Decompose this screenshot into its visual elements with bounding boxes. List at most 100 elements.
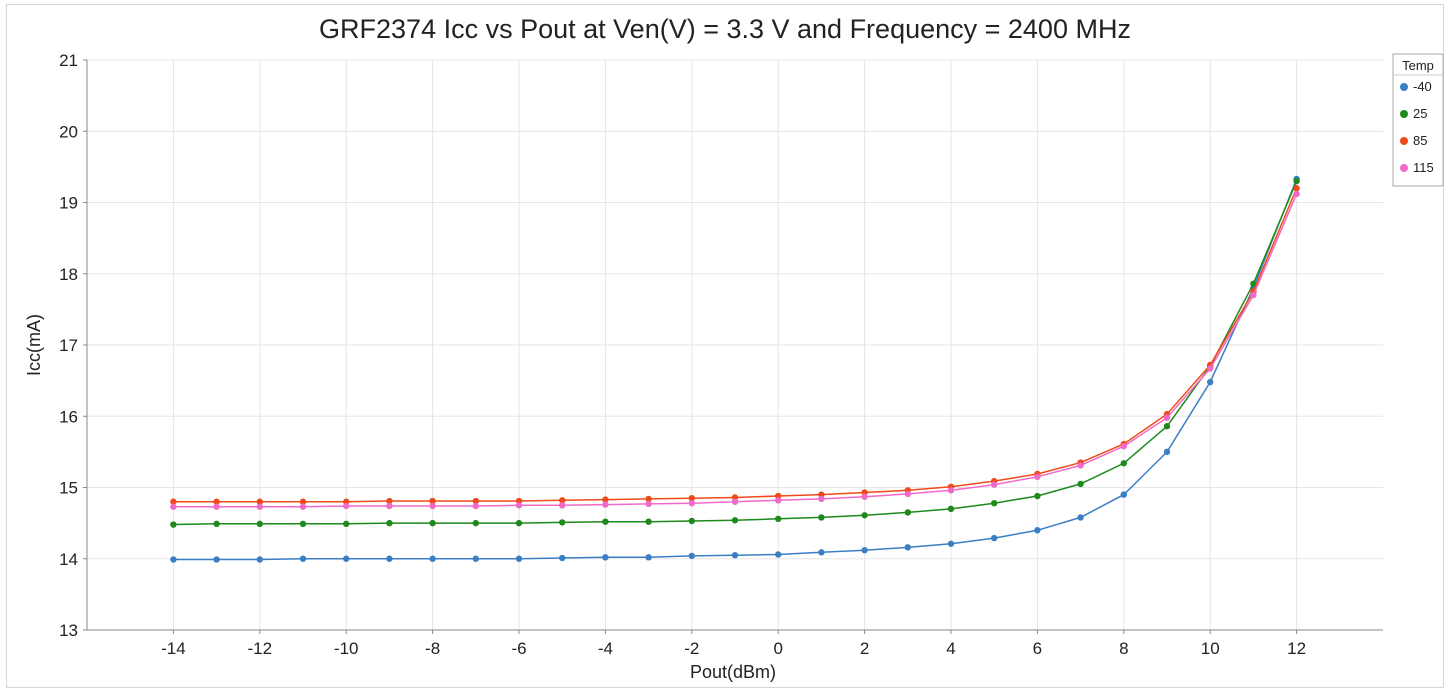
- data-point: [1034, 473, 1041, 481]
- data-point: [1120, 460, 1128, 467]
- data-point: [775, 515, 782, 523]
- data-point: [861, 547, 868, 554]
- legend-label: -40: [1413, 79, 1432, 94]
- legend-box: [1392, 53, 1444, 187]
- data-point: [991, 481, 998, 488]
- data-point: [299, 555, 307, 562]
- chart-title: GRF2374 Icc vs Pout at Ven(V) = 3.3 V an…: [319, 14, 1131, 44]
- data-point: [429, 519, 436, 527]
- data-point: [904, 490, 911, 498]
- x-tick-label: 6: [1033, 639, 1042, 658]
- data-point: [559, 554, 566, 562]
- y-tick-label: 20: [59, 122, 78, 141]
- data-point: [1293, 177, 1300, 185]
- y-tick-label: 17: [59, 336, 78, 355]
- data-point: [256, 520, 263, 528]
- legend: Temp -40 25 85 115: [1392, 53, 1444, 187]
- x-tick-label: -2: [684, 639, 699, 658]
- data-point: [343, 502, 350, 510]
- data-point: [170, 503, 177, 510]
- data-point: [731, 498, 739, 505]
- data-point: [645, 500, 652, 508]
- data-point: [386, 519, 393, 527]
- series-line: [173, 180, 1298, 526]
- data-point: [1293, 190, 1300, 198]
- data-point: [1034, 492, 1041, 500]
- grid: [87, 59, 1383, 631]
- legend-label: 85: [1413, 133, 1427, 148]
- data-point: [213, 503, 220, 510]
- legend-marker: [1400, 110, 1408, 118]
- series--40: [170, 175, 1300, 563]
- data-point: [386, 497, 393, 505]
- data-point: [1293, 185, 1300, 192]
- data-point: [515, 519, 523, 527]
- data-point: [947, 487, 955, 494]
- data-point: [299, 520, 307, 528]
- data-point: [1207, 378, 1214, 386]
- legend-title: Temp: [1402, 58, 1434, 73]
- y-tick-label: 13: [59, 621, 78, 640]
- legend-marker: [1400, 164, 1408, 172]
- data-point: [602, 496, 609, 503]
- series-115: [170, 190, 1300, 510]
- data-point: [1077, 514, 1084, 521]
- data-point: [213, 498, 220, 505]
- series-25: [170, 177, 1300, 528]
- data-point: [904, 544, 911, 551]
- x-tick-label: 10: [1201, 639, 1220, 658]
- y-tick-label: 16: [59, 407, 78, 426]
- x-tick-label: -8: [425, 639, 440, 658]
- legend-label: 25: [1413, 106, 1427, 121]
- data-point: [602, 501, 609, 508]
- data-point: [861, 512, 868, 519]
- data-point: [299, 503, 307, 510]
- data-point: [559, 502, 566, 509]
- data-point: [1163, 448, 1171, 456]
- data-point: [343, 520, 350, 528]
- data-point: [818, 495, 825, 503]
- legend-marker: [1400, 137, 1408, 145]
- series-layer: [170, 175, 1300, 563]
- legend-label: 115: [1413, 160, 1434, 175]
- data-point: [386, 555, 393, 562]
- data-point: [731, 551, 739, 559]
- data-point: [688, 499, 695, 507]
- y-tick-label: 14: [59, 550, 78, 569]
- data-point: [429, 555, 436, 562]
- x-axis-label: Pout(dBm): [690, 662, 776, 682]
- data-point: [559, 519, 566, 526]
- data-point: [429, 502, 436, 510]
- x-tick-label: -4: [598, 639, 613, 658]
- data-point: [904, 509, 911, 516]
- data-point: [213, 556, 220, 563]
- data-point: [991, 534, 998, 542]
- data-point: [1077, 462, 1084, 469]
- data-point: [170, 498, 177, 505]
- x-tick-label: 0: [773, 639, 782, 658]
- data-point: [515, 502, 523, 509]
- y-tick-label: 19: [59, 194, 78, 213]
- x-tick-label: -6: [511, 639, 526, 658]
- legend-items: -40 25 85 115: [1400, 79, 1434, 175]
- data-point: [1250, 280, 1257, 287]
- x-tick-label: -12: [248, 639, 273, 658]
- data-point: [645, 518, 652, 525]
- data-point: [645, 554, 652, 561]
- y-axis-label: Icc(mA): [24, 314, 44, 376]
- data-point: [861, 493, 868, 500]
- data-point: [170, 521, 177, 528]
- data-point: [947, 505, 955, 513]
- data-point: [559, 497, 566, 504]
- x-tick-label: -14: [161, 639, 186, 658]
- data-point: [515, 555, 523, 562]
- data-point: [991, 499, 998, 507]
- data-point: [256, 503, 263, 510]
- data-point: [1120, 442, 1128, 450]
- x-tick-label: 8: [1119, 639, 1128, 658]
- data-point: [299, 498, 307, 505]
- data-point: [602, 554, 609, 561]
- data-point: [645, 495, 652, 503]
- data-point: [213, 520, 220, 528]
